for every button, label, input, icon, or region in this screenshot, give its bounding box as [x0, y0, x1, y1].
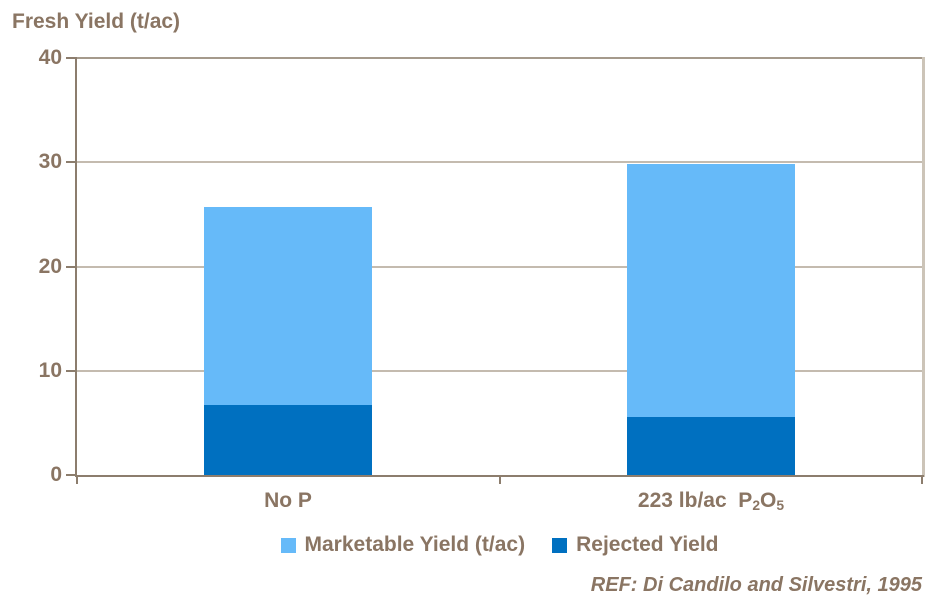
x-axis-label-p2o5-o: O [760, 489, 777, 512]
gridline-y-10 [77, 369, 922, 372]
chart-title: Fresh Yield (t/ac) [12, 10, 181, 33]
reference-citation: REF: Di Candilo and Silvestri, 1995 [590, 574, 922, 596]
y-axis-tick-20 [66, 265, 77, 268]
y-tick-label-10: 10 [38, 358, 62, 382]
bar-no-p [204, 207, 373, 475]
x-axis-label-p2o5-text: 223 lb/ac P [637, 489, 753, 512]
legend-label-marketable: Marketable Yield (t/ac) [304, 533, 526, 556]
y-axis-tick-40 [66, 57, 77, 59]
x-axis-tick-1 [498, 477, 501, 484]
y-axis-line [75, 58, 77, 477]
y-tick-label-0: 0 [50, 463, 62, 486]
y-tick-label-30: 30 [38, 150, 62, 174]
x-axis-label-p2o5-sub2: 2 [752, 497, 761, 514]
x-axis-tick-2 [921, 477, 923, 484]
y-axis-labels: 0 10 20 30 40 [0, 46, 62, 486]
legend-label-rejected: Rejected Yield [576, 533, 719, 556]
bar-segment-rejected [626, 416, 795, 475]
x-axis-tick-0 [76, 477, 78, 484]
legend-item-rejected: Rejected Yield [552, 533, 719, 557]
bar-segment-marketable [626, 164, 795, 417]
y-tick-label-40: 40 [38, 46, 62, 69]
y-tick-label-20: 20 [38, 254, 62, 278]
bar-segment-marketable [204, 207, 373, 406]
legend: Marketable Yield (t/ac) Rejected Yield [77, 533, 922, 557]
x-axis-label-no-p: No P [264, 489, 312, 512]
legend-swatch-rejected-icon [552, 537, 568, 553]
bar-segment-rejected [204, 405, 373, 475]
plot-area [77, 58, 922, 475]
legend-swatch-marketable-icon [280, 537, 296, 553]
bar-p2o5 [626, 164, 795, 475]
gridline-y-30 [77, 161, 922, 164]
y-axis-tick-30 [66, 161, 77, 164]
x-axis-label-p2o5: 223 lb/ac P2O5 [561, 489, 861, 513]
x-axis-line [75, 475, 924, 477]
y-axis-tick-0 [66, 474, 77, 476]
x-axis-label-p2o5-sub5: 5 [776, 497, 785, 514]
y-axis-tick-10 [66, 369, 77, 372]
legend-item-marketable: Marketable Yield (t/ac) [280, 533, 526, 557]
plot-border-top [77, 57, 925, 59]
plot-border-right [922, 57, 925, 477]
gridline-y-20 [77, 265, 922, 268]
